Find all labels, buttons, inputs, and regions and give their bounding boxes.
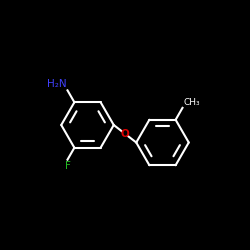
Text: F: F: [64, 161, 70, 171]
Text: H₂N: H₂N: [46, 79, 66, 89]
Text: CH₃: CH₃: [183, 98, 200, 107]
Text: O: O: [120, 129, 130, 139]
